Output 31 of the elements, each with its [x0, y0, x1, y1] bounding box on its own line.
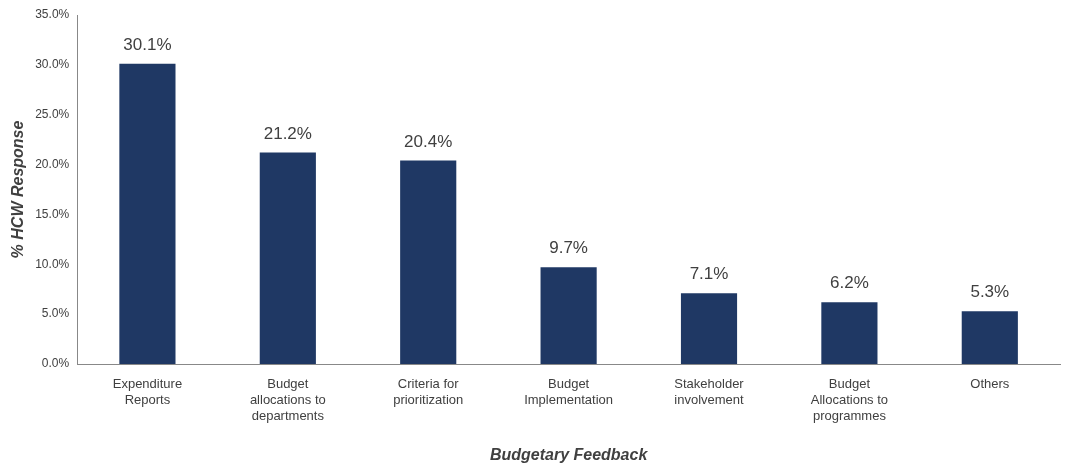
bar	[400, 160, 457, 364]
data-label: 6.2%	[830, 273, 869, 293]
x-tick-label: Criteria for prioritization	[393, 376, 464, 407]
bar	[961, 311, 1018, 364]
y-tick-label: 35.0%	[35, 7, 70, 22]
data-label: 5.3%	[970, 282, 1010, 302]
data-label: 20.4%	[404, 131, 453, 151]
data-label: 21.2%	[263, 123, 312, 143]
bar	[821, 302, 878, 364]
bar	[680, 293, 738, 364]
data-label: 30.1%	[123, 35, 172, 55]
data-label: 7.1%	[689, 264, 729, 284]
y-tick-label: 25.0%	[35, 107, 70, 122]
y-tick-label: 10.0%	[35, 256, 70, 271]
data-label: 9.7%	[549, 238, 588, 258]
x-tick-label: Others	[970, 376, 1010, 392]
x-axis-title: Budgetary Feedback	[489, 445, 649, 463]
x-tick-label: Stakeholder involvement	[674, 376, 745, 407]
bar	[540, 267, 597, 364]
y-tick-label: 30.0%	[35, 57, 70, 72]
y-axis-title: % HCW Response	[9, 120, 27, 259]
x-tick-label: Budget Implementation	[524, 376, 614, 407]
x-tick-label: Budget allocations to departments	[249, 376, 326, 423]
x-tick-label: Budget Allocations to programmes	[810, 376, 889, 423]
x-tick-label: Expenditure Reports	[112, 376, 183, 407]
bar	[259, 152, 316, 364]
y-tick-label: 5.0%	[41, 306, 70, 321]
bar	[119, 63, 176, 364]
y-tick-label: 0.0%	[41, 356, 70, 371]
y-tick-label: 15.0%	[35, 206, 70, 221]
y-tick-label: 20.0%	[35, 156, 70, 171]
